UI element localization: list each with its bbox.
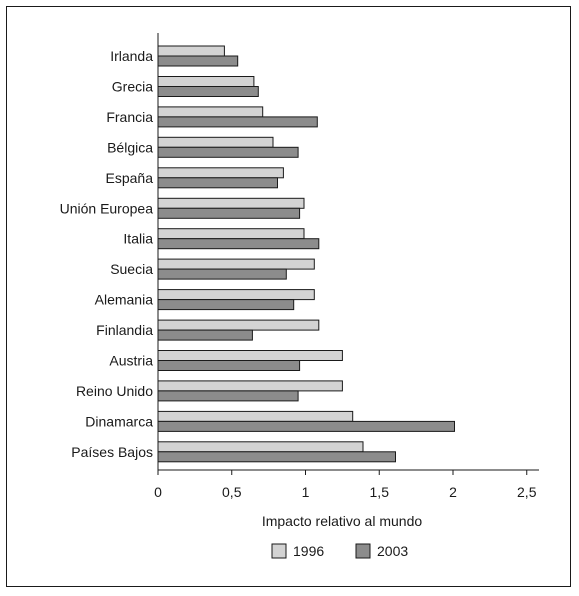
category-label: Suecia: [110, 261, 153, 277]
category-label: Alemania: [95, 292, 154, 308]
bar-2003: [157, 329, 253, 341]
bar-1996: [157, 197, 305, 209]
category-label: Irlanda: [110, 48, 153, 64]
bar-1996: [157, 410, 354, 422]
x-tick-label: 0: [154, 484, 162, 500]
bar-1996: [157, 258, 315, 270]
category-labels: Irlanda Grecia Francia Bélgica España Unión E…: [60, 48, 154, 460]
bar-1996: [157, 167, 284, 179]
bar-1996: [157, 441, 364, 453]
bar-1996: [157, 380, 343, 392]
bar-2003: [157, 420, 455, 432]
chart-frame: [6, 6, 571, 587]
bar-1996: [157, 45, 225, 57]
bar-1996: [157, 350, 343, 361]
bar-1996: [157, 136, 274, 148]
bar-2003: [157, 238, 320, 250]
legend-label: 1996: [293, 543, 324, 559]
bar-2003: [157, 390, 299, 402]
bar-2003: [157, 55, 239, 67]
legend-swatch-2003: [355, 543, 371, 559]
x-tick-label: 1,5: [370, 484, 390, 500]
bar-2003: [157, 86, 259, 97]
category-label: Finlandia: [96, 322, 153, 338]
bar-2003: [157, 116, 318, 128]
bar-2003: [157, 360, 301, 371]
bar-2003: [157, 451, 396, 463]
category-label: Francia: [106, 109, 153, 125]
bars-layer: [157, 45, 455, 463]
category-label: Reino Unido: [76, 383, 153, 399]
bar-2003: [157, 299, 295, 311]
category-label: Bélgica: [107, 139, 153, 155]
category-label: España: [106, 170, 154, 186]
category-label: Austria: [109, 353, 153, 369]
category-label: Grecia: [112, 79, 153, 95]
legend-label: 2003: [377, 543, 408, 559]
bar-1996: [157, 319, 320, 331]
bar-1996: [157, 228, 305, 240]
bar-2003: [157, 146, 299, 158]
x-tick-label: 2: [449, 484, 457, 500]
category-label: Países Bajos: [71, 444, 153, 460]
bar-2003: [157, 268, 287, 280]
category-label: Italia: [123, 231, 153, 247]
bar-2003: [157, 177, 278, 189]
x-tick-label: 2,5: [517, 484, 537, 500]
legend-swatch-1996: [271, 543, 287, 559]
bar-1996: [157, 76, 255, 87]
bar-1996: [157, 289, 315, 301]
x-axis-title: Impacto relativo al mundo: [262, 513, 423, 529]
bar-1996: [157, 106, 264, 118]
bar-2003: [157, 207, 301, 219]
x-tick-label: 1: [302, 484, 310, 500]
category-label: Unión Europea: [60, 200, 154, 216]
x-axis-ticks: 0 0,5 1 1,5 2 2,5: [154, 470, 537, 500]
legend: 1996 2003: [271, 543, 408, 559]
x-tick-label: 0,5: [222, 484, 242, 500]
category-label: Dinamarca: [85, 413, 153, 429]
